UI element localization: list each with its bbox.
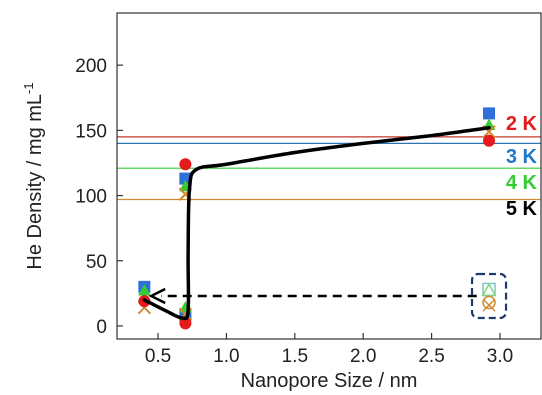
- x-axis-title: Nanopore Size / nm: [241, 370, 418, 392]
- trend-curve: [142, 126, 491, 321]
- y-tick-label: 150: [75, 121, 107, 142]
- data-point-square-3: [483, 107, 496, 120]
- highlight-box: [470, 272, 508, 320]
- y-tick-label: 50: [86, 252, 107, 273]
- y-tick-label: 100: [75, 187, 107, 208]
- y-axis-title-text: He Density / mg mL: [24, 94, 46, 270]
- data-point-square-1: [179, 172, 192, 185]
- temp-label-2k: 2 K: [506, 113, 538, 135]
- data-point-circle-2: [179, 317, 192, 330]
- x-tick-label: 1.5: [282, 346, 308, 367]
- x-tick-label: 2.5: [418, 346, 444, 367]
- y-tick-label: 0: [96, 317, 107, 338]
- data-point-circle-1: [179, 158, 192, 171]
- data-point-triangle-0: [138, 284, 151, 296]
- x-tick-label: 1.0: [213, 346, 239, 367]
- x-tick-label: 0.5: [145, 346, 171, 367]
- y-axis-title-superscript: -1: [21, 82, 36, 94]
- x-tick-label: 2.0: [350, 346, 376, 367]
- temp-label-3k: 3 K: [506, 146, 538, 168]
- tick-layer: 0.5 1.0 1.5 2.0 2.5 3.0 0 50 100 150 200: [75, 56, 513, 367]
- x-tick-label: 3.0: [487, 346, 513, 367]
- temp-label-4k: 4 K: [506, 172, 538, 194]
- box-marker-cross: [482, 298, 496, 312]
- data-point-circle-3: [483, 134, 496, 147]
- dashed-arrow-head: [148, 287, 166, 305]
- temp-label-5k: 5 K: [506, 198, 538, 220]
- y-tick-label: 200: [75, 56, 107, 77]
- y-axis-title: He Density / mg mL-1: [21, 82, 46, 269]
- box-marker-circle: [482, 295, 496, 310]
- box-marker-triangle: [481, 282, 497, 297]
- plot-frame: [116, 12, 542, 340]
- plot-layer: 2 K 3 K 4 K 5 K: [117, 107, 541, 330]
